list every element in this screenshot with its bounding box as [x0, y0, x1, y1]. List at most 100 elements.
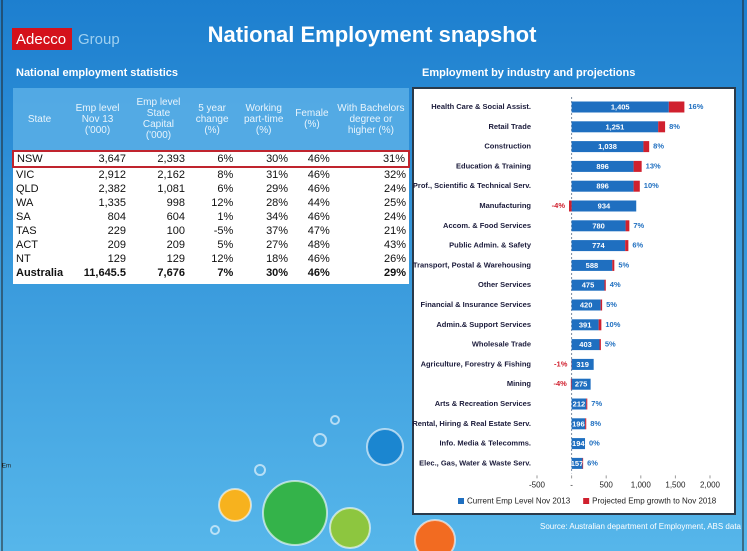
bar-value-label: 275 — [575, 380, 588, 389]
table-cell: 37% — [236, 224, 291, 238]
growth-bar — [571, 379, 572, 390]
growth-label: 5% — [618, 260, 629, 269]
table-cell: 46% — [291, 167, 333, 182]
column-header: Female (%) — [291, 88, 333, 151]
category-label: Retail Trade — [488, 122, 531, 131]
bar-value-label: 420 — [580, 300, 593, 309]
growth-bar — [569, 201, 572, 212]
table-cell: 2,912 — [66, 167, 129, 182]
growth-bar — [626, 220, 630, 231]
logo-suffix: Group — [78, 31, 120, 48]
table-cell: 26% — [333, 252, 409, 266]
table-row: VIC2,9122,1628%31%46%32% — [13, 167, 409, 182]
table-cell: ACT — [13, 238, 66, 252]
table-cell: 12% — [188, 196, 236, 210]
table-cell: 2,162 — [129, 167, 188, 182]
side-text: Em — [2, 464, 11, 470]
growth-label: -1% — [554, 359, 568, 368]
growth-bar — [604, 280, 605, 291]
category-label: Rental, Hiring & Real Estate Serv. — [412, 419, 531, 428]
table-cell: 46% — [291, 182, 333, 196]
bar-value-label: 1,251 — [605, 122, 624, 131]
growth-bar — [658, 121, 665, 132]
table-title: National employment statistics — [16, 67, 178, 79]
table-cell: 6% — [188, 182, 236, 196]
table-cell: 48% — [291, 238, 333, 252]
growth-bar — [599, 319, 602, 330]
table-cell: 46% — [291, 210, 333, 224]
x-tick-label: 500 — [600, 481, 614, 490]
growth-label: 16% — [688, 102, 703, 111]
category-label: Admin.& Support Services — [436, 320, 531, 329]
x-tick-label: 1,500 — [665, 481, 686, 490]
category-label: Other Services — [478, 280, 531, 289]
bar-value-label: 212 — [573, 399, 586, 408]
category-label: Manufacturing — [479, 201, 531, 210]
category-label: Financial & Insurance Services — [421, 300, 531, 309]
category-label: Education & Training — [456, 161, 531, 170]
growth-label: -4% — [552, 201, 566, 210]
header-row: StateEmp level Nov 13 ('000)Emp level St… — [13, 88, 409, 151]
table-row: WA1,33599812%28%44%25% — [13, 196, 409, 210]
table-cell: Australia — [13, 266, 66, 284]
growth-bar — [634, 181, 640, 192]
bar-value-label: 157 — [571, 459, 584, 468]
legend-swatch — [583, 498, 589, 504]
x-tick-label: -500 — [529, 481, 546, 490]
growth-bar — [625, 240, 628, 251]
growth-label: -4% — [553, 379, 567, 388]
growth-label: 6% — [587, 458, 598, 467]
growth-label: 7% — [591, 399, 602, 408]
growth-label: 8% — [669, 122, 680, 131]
table-cell: 7% — [188, 266, 236, 284]
table-cell: 2,393 — [129, 151, 188, 167]
table-row: TAS229100-5%37%47%21% — [13, 224, 409, 238]
table-cell: 21% — [333, 224, 409, 238]
column-header: Working part-time (%) — [236, 88, 291, 151]
growth-label: 6% — [632, 241, 643, 250]
bar-value-label: 391 — [579, 320, 592, 329]
table-row: Australia11,645.57,6767%30%46%29% — [13, 266, 409, 284]
growth-bar — [669, 102, 685, 113]
table-cell: -5% — [188, 224, 236, 238]
bar-value-label: 194 — [572, 439, 585, 448]
bar-value-label: 403 — [579, 340, 592, 349]
table-cell: NSW — [13, 151, 66, 167]
category-label: Arts & Recreation Services — [435, 399, 531, 408]
table-cell: 18% — [236, 252, 291, 266]
table-cell: 2,382 — [66, 182, 129, 196]
growth-bar — [599, 339, 600, 350]
table-cell: 100 — [129, 224, 188, 238]
legend-label: Projected Emp growth to Nov 2018 — [592, 497, 717, 506]
table-cell: 29% — [333, 266, 409, 284]
bar-value-label: 934 — [598, 201, 611, 210]
category-label: Wholesale Trade — [472, 340, 531, 349]
logo: Adecco — [16, 31, 66, 48]
table-cell: 30% — [236, 151, 291, 167]
growth-label: 5% — [606, 300, 617, 309]
category-label: Health Care & Social Assist. — [431, 102, 531, 111]
growth-bar — [612, 260, 614, 271]
table-cell: 604 — [129, 210, 188, 224]
category-label: Info. Media & Telecomms. — [439, 439, 531, 448]
bar-value-label: 896 — [596, 182, 609, 191]
category-label: Prof., Scientific & Technical Serv. — [413, 181, 531, 190]
category-label: Elec., Gas, Water & Waste Serv. — [419, 458, 531, 467]
growth-label: 8% — [590, 419, 601, 428]
table-cell: 31% — [333, 151, 409, 167]
table-cell: 31% — [236, 167, 291, 182]
growth-bar — [634, 161, 642, 172]
table-cell: VIC — [13, 167, 66, 182]
category-label: Accom. & Food Services — [443, 221, 531, 230]
table-cell: 129 — [129, 252, 188, 266]
growth-label: 4% — [610, 280, 621, 289]
table-cell: 209 — [66, 238, 129, 252]
x-tick-label: 2,000 — [700, 481, 721, 490]
page: {"header": {"logo": "Adecco", "logo_suff… — [0, 0, 747, 551]
table-cell: 998 — [129, 196, 188, 210]
table-cell: 30% — [236, 266, 291, 284]
bar-value-label: 896 — [596, 162, 609, 171]
